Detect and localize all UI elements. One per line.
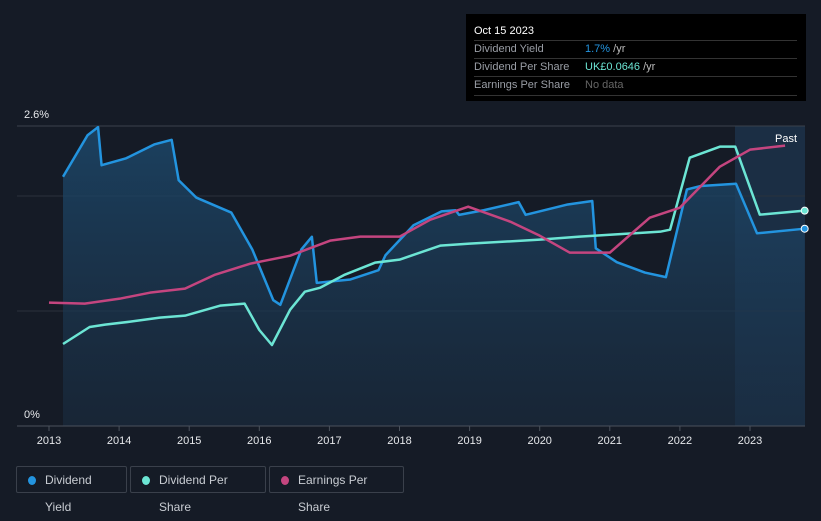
legend-dot-icon bbox=[28, 476, 36, 485]
x-tick-label: 2018 bbox=[387, 435, 411, 447]
tooltip-suffix: /yr bbox=[610, 43, 626, 55]
tooltip-label: Dividend Yield bbox=[474, 43, 544, 55]
tooltip-value-wrap: 1.7% /yr bbox=[585, 41, 625, 58]
tooltip-row-yield: Dividend Yield 1.7% /yr bbox=[474, 40, 797, 59]
tooltip-label: Dividend Per Share bbox=[474, 61, 570, 73]
y-tick-max: 2.6% bbox=[24, 109, 49, 121]
x-tick-label: 2023 bbox=[738, 435, 762, 447]
legend-dot-icon bbox=[281, 476, 289, 485]
tooltip-row-dps: Dividend Per Share UK£0.0646 /yr bbox=[474, 58, 797, 77]
tooltip-label: Earnings Per Share bbox=[474, 79, 570, 91]
legend-dividend-per-share[interactable]: Dividend Per Share bbox=[130, 466, 266, 514]
tooltip-row-eps: Earnings Per Share No data bbox=[474, 76, 797, 96]
chart: 2013 2014 2015 2016 2017 2018 2019 2020 2021 2022… bbox=[17, 109, 809, 447]
dividend-yield-area bbox=[63, 127, 805, 427]
tooltip-date: Oct 15 2023 bbox=[474, 25, 534, 37]
x-tick-label: 2022 bbox=[668, 435, 692, 447]
past-label: Past bbox=[775, 133, 797, 145]
x-tick-label: 2020 bbox=[527, 435, 551, 447]
x-tick-label: 2017 bbox=[317, 435, 341, 447]
tooltip-value: 1.7% bbox=[585, 43, 611, 55]
x-tick-label: 2016 bbox=[247, 435, 271, 447]
legend-dot-icon bbox=[142, 476, 150, 485]
dividend-per-share-line bbox=[62, 145, 805, 347]
dividend-per-share-end-point bbox=[800, 206, 809, 215]
y-tick-min: 0% bbox=[24, 409, 40, 421]
x-tick-label: 2021 bbox=[598, 435, 622, 447]
tooltip-suffix: /yr bbox=[640, 61, 656, 73]
x-tick-label: 2015 bbox=[177, 435, 201, 447]
x-tick-label: 2013 bbox=[37, 435, 61, 447]
dividend-yield-end-point bbox=[800, 224, 809, 233]
tooltip-value-wrap: UK£0.0646 /yr bbox=[585, 59, 655, 76]
dividend-yield-line bbox=[61, 125, 805, 307]
x-tick-label: 2014 bbox=[107, 435, 131, 447]
tooltip-value: UK£0.0646 bbox=[585, 61, 641, 73]
tooltip-value: No data bbox=[585, 79, 624, 91]
legend-dividend-yield[interactable]: Dividend Yield bbox=[16, 466, 127, 514]
x-tick-label: 2019 bbox=[457, 435, 481, 447]
tooltip: Oct 15 2023 Dividend Yield 1.7% /yr Divi… bbox=[466, 14, 806, 101]
legend-earnings-per-share[interactable]: Earnings Per Share bbox=[269, 466, 404, 514]
earnings-per-share-line bbox=[48, 144, 786, 305]
